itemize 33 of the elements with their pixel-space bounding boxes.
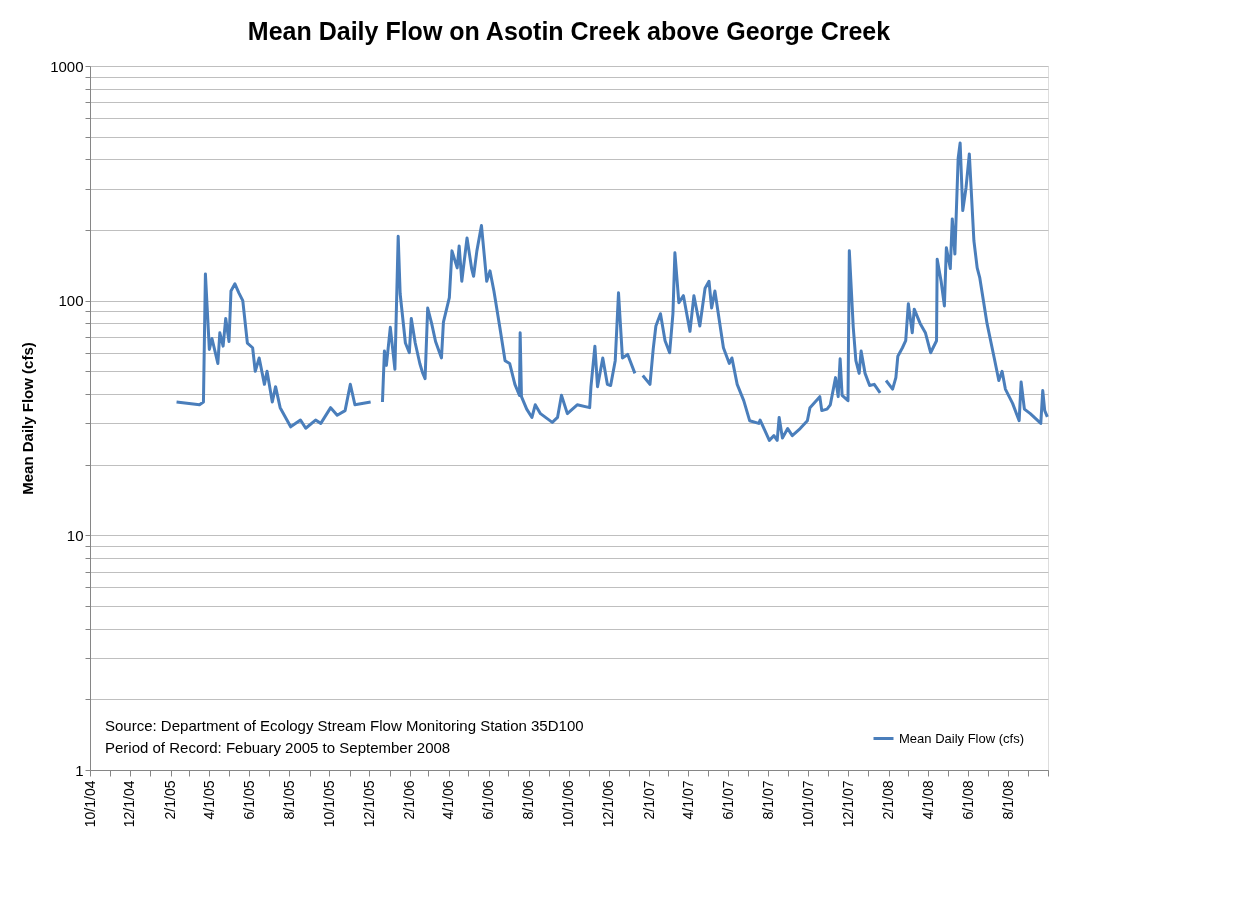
x-tick-label: 4/1/07 — [679, 780, 696, 820]
x-tick-label: 2/1/06 — [401, 780, 418, 820]
x-tick-label: 8/1/07 — [759, 780, 776, 820]
chart-title: Mean Daily Flow on Asotin Creek above George Creek — [247, 17, 891, 45]
x-tick-label: 10/1/04 — [81, 780, 98, 828]
x-tick-label: 10/1/07 — [799, 780, 816, 828]
x-tick-label: 6/1/07 — [719, 780, 736, 820]
x-tick-label: 4/1/06 — [440, 780, 457, 820]
x-tick-label: 12/1/07 — [839, 780, 856, 828]
x-tick-label: 2/1/07 — [640, 780, 657, 820]
x-tick-label: 10/1/06 — [560, 780, 577, 828]
x-tick-label: 4/1/08 — [919, 780, 936, 820]
x-tick-label: 12/1/04 — [121, 780, 138, 828]
x-tick-label: 6/1/05 — [240, 780, 257, 820]
x-tick-label: 10/1/05 — [320, 780, 337, 828]
y-axis-title: Mean Daily Flow (cfs) — [19, 342, 37, 495]
x-tick-label: 4/1/05 — [200, 780, 217, 820]
y-tick-label: 10 — [66, 526, 84, 544]
y-tick-label: 1 — [75, 761, 84, 779]
legend-label: Mean Daily Flow (cfs) — [899, 730, 1024, 746]
x-tick-label: 6/1/06 — [480, 780, 497, 820]
x-tick-label: 8/1/06 — [520, 780, 537, 820]
x-tick-label: 8/1/08 — [999, 780, 1016, 820]
x-tick-label: 2/1/08 — [880, 780, 897, 820]
x-tick-label: 12/1/06 — [600, 780, 617, 828]
x-tick-label: 8/1/05 — [280, 780, 297, 820]
y-tick-label: 100 — [58, 292, 84, 310]
annotation: Source: Department of Ecology Stream Flow Monitoring Station 35D100 — [105, 717, 584, 734]
x-tick-label: 12/1/05 — [360, 780, 377, 828]
annotation: Period of Record: Febuary 2005 to September 2008 — [105, 739, 451, 756]
x-tick-label: 6/1/08 — [959, 780, 976, 820]
x-tick-label: 2/1/05 — [162, 780, 179, 820]
y-tick-label: 1000 — [50, 57, 84, 75]
